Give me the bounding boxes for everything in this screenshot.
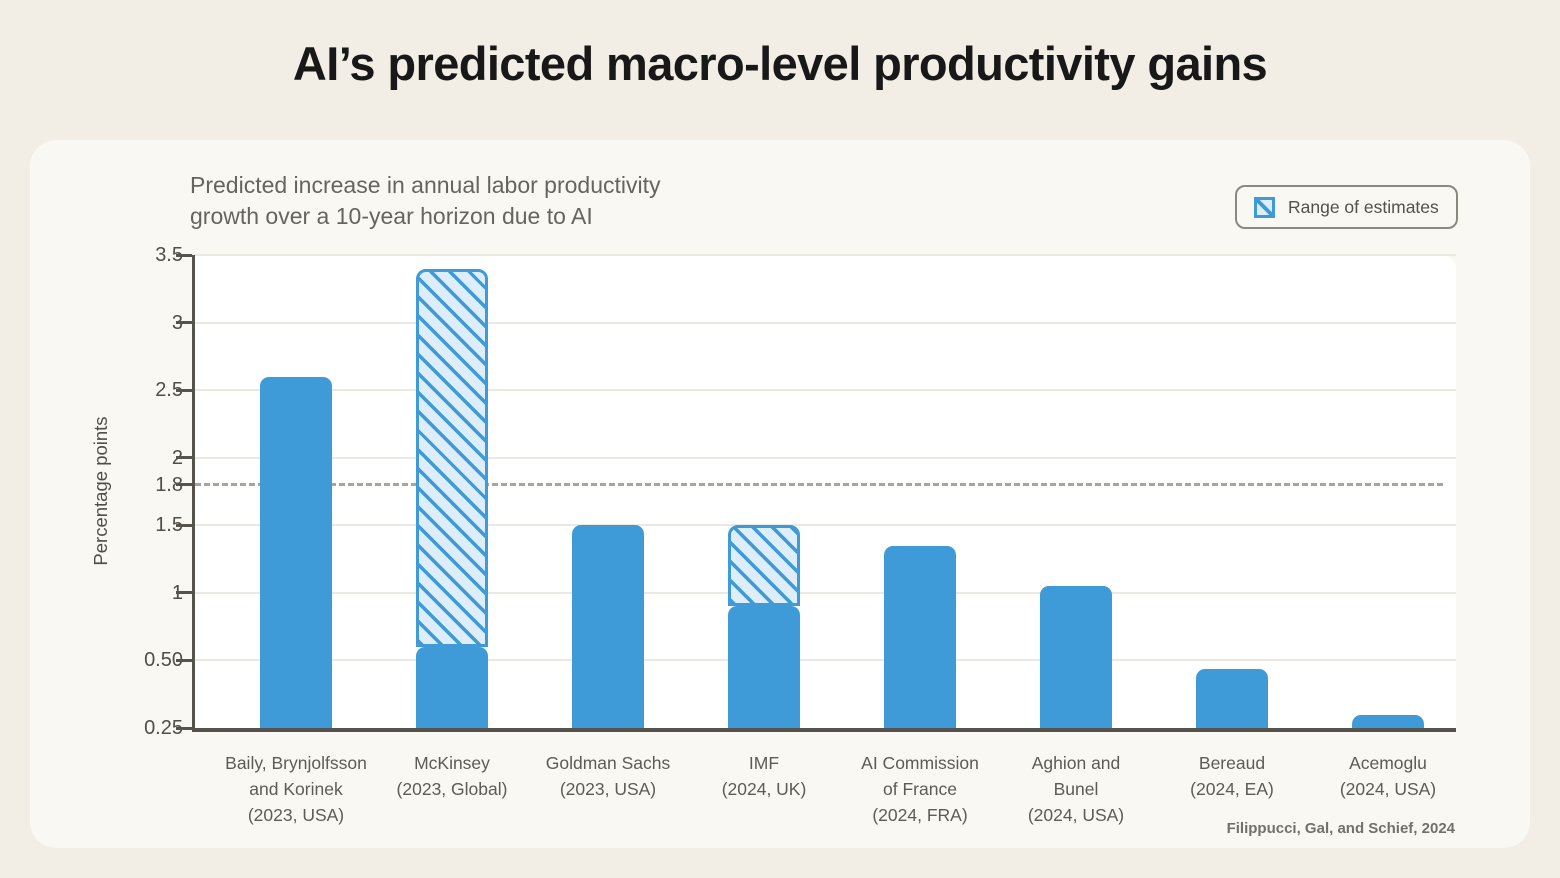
gridline-0.5	[195, 659, 1456, 662]
bar-imf	[728, 606, 800, 728]
hatched-range-swatch-icon	[1254, 196, 1275, 218]
y-tick-label-0.25: 0.25	[144, 717, 183, 739]
chart-card: Predicted increase in annual labor produ…	[30, 140, 1530, 848]
range-band-mckinsey	[416, 268, 488, 647]
legend-label: Range of estimates	[1288, 196, 1439, 217]
y-tick-label-1.5: 1.5	[155, 514, 183, 537]
reference-line-1.8	[195, 482, 1443, 486]
y-tick-label-2.5: 2.5	[155, 379, 183, 402]
bar-mckinsey	[416, 646, 488, 728]
plot-area	[192, 254, 1456, 732]
x-axis-label-acemoglu: Acemoglu (2024, USA)	[1339, 753, 1437, 799]
y-tick-mark-1.5	[176, 523, 192, 527]
bar-acemoglu	[1352, 714, 1424, 728]
y-tick-mark-0.50	[176, 658, 192, 662]
chart-subtitle: Predicted increase in annual labor produ…	[190, 172, 661, 229]
x-axis-label-ai-commission: AI Commission of France (2024, FRA)	[861, 753, 979, 825]
y-tick-mark-1.8	[176, 483, 192, 487]
y-tick-mark-3	[176, 321, 192, 325]
bar-goldman-sachs	[572, 525, 644, 728]
page-title: AI’s predicted macro-level productivity …	[292, 37, 1268, 90]
y-tick-mark-2	[176, 456, 192, 460]
y-tick-label-3.5: 3.5	[155, 244, 183, 266]
y-tick-label-3: 3	[88, 311, 183, 335]
gridline-2	[195, 456, 1456, 459]
bar-bereaud	[1196, 668, 1268, 728]
bar-baily-brynjolfsson	[260, 376, 332, 728]
x-axis-label-goldman-sachs: Goldman Sachs (2023, USA)	[545, 753, 671, 799]
y-tick-label-1: 1	[88, 581, 183, 605]
y-tick-label-1.8: 1.8	[155, 473, 183, 496]
bar-ai-commission	[884, 545, 956, 728]
y-tick-mark-1	[176, 591, 192, 595]
y-tick-mark-3.5	[176, 253, 192, 257]
x-axis-label-imf: IMF (2024, UK)	[721, 753, 807, 799]
gridline-1	[195, 591, 1456, 594]
bar-aghion-and	[1040, 586, 1112, 728]
gridline-2.5	[195, 389, 1456, 392]
y-tick-mark-0.25	[176, 726, 192, 730]
x-axis-label-mckinsey: McKinsey (2023, Global)	[396, 753, 508, 799]
y-tick-mark-2.5	[176, 388, 192, 392]
legend-range-of-estimates: Range of estimates	[1235, 185, 1458, 229]
gridline-3.5	[195, 254, 1456, 256]
source-citation: Filippucci, Gal, and Schief, 2024	[1226, 820, 1455, 837]
x-axis-label-bereaud: Bereaud (2024, EA)	[1190, 753, 1274, 799]
x-axis-label-aghion-and: Aghion and Bunel (2024, USA)	[1027, 753, 1125, 825]
y-tick-label-2: 2	[88, 446, 183, 470]
gridline-1.5	[195, 524, 1456, 527]
x-axis-label-baily-brynjolfsson: Baily, Brynjolfsson and Korinek (2023, U…	[225, 753, 367, 825]
range-band-imf	[728, 525, 800, 607]
gridline-3	[195, 321, 1456, 324]
y-tick-label-0.50: 0.50	[144, 649, 183, 672]
